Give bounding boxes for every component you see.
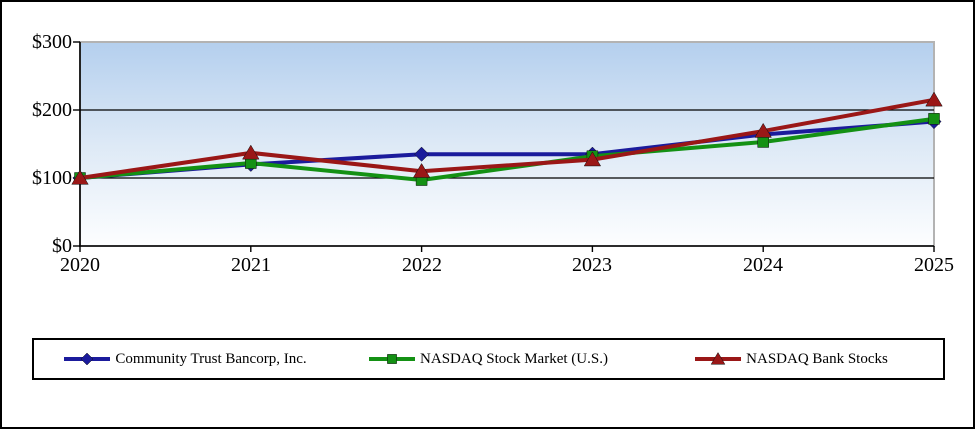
series-2-triangle-marker-2023 [583,151,602,167]
legend-marker-sample [81,352,94,366]
legend-marker-sample [387,354,397,364]
legend-item-community-trust-bancorp: Community Trust Bancorp, Inc. [64,350,307,368]
legend-label-nasdaq-stock-market: NASDAQ Stock Market (U.S.) [420,350,608,367]
series-2-triangle-marker-2025 [925,91,943,107]
x-axis-label-2023: 2023 [572,254,612,276]
legend-item-nasdaq-bank-stocks: NASDAQ Bank Stocks [695,351,888,368]
legend-square-marker-icon [369,354,416,364]
y-axis-label-300: $300 [32,31,72,53]
series-line-2 [78,97,936,180]
x-axis-label-2020: 2020 [60,254,100,276]
x-axis-label-2022: 2022 [402,254,442,276]
y-axis-label-100: $100 [32,167,72,189]
x-axis-label-2025: 2025 [914,254,954,276]
y-axis-label-0: $0 [52,235,72,257]
series-1-square-marker-2025 [928,113,940,125]
series-2-triangle-marker-2024 [754,122,772,138]
plot-background [79,41,935,247]
series-2-triangle-marker-2022 [412,163,431,178]
legend-item-nasdaq-stock-market: NASDAQ Stock Market (U.S.) [369,351,608,368]
legend-marker-sample [710,352,726,365]
legend-diamond-marker-icon [64,352,111,366]
series-2-triangle-marker-2021 [242,144,260,160]
series-2-triangle-marker-2020 [71,169,89,185]
legend-triangle-marker-icon [695,352,742,365]
legend-label-community-trust-bancorp: Community Trust Bancorp, Inc. [115,350,307,367]
series-line-1 [78,116,936,183]
legend: Community Trust Bancorp, Inc. NASDAQ Sto… [32,338,945,380]
x-axis-label-2024: 2024 [743,254,783,276]
series-1-square-marker-2024 [757,136,769,148]
x-axis-label-2021: 2021 [231,254,271,276]
legend-label-nasdaq-bank-stocks: NASDAQ Bank Stocks [746,350,888,367]
series-0-diamond-marker-2022 [414,146,430,162]
y-axis-label-200: $200 [32,99,72,121]
